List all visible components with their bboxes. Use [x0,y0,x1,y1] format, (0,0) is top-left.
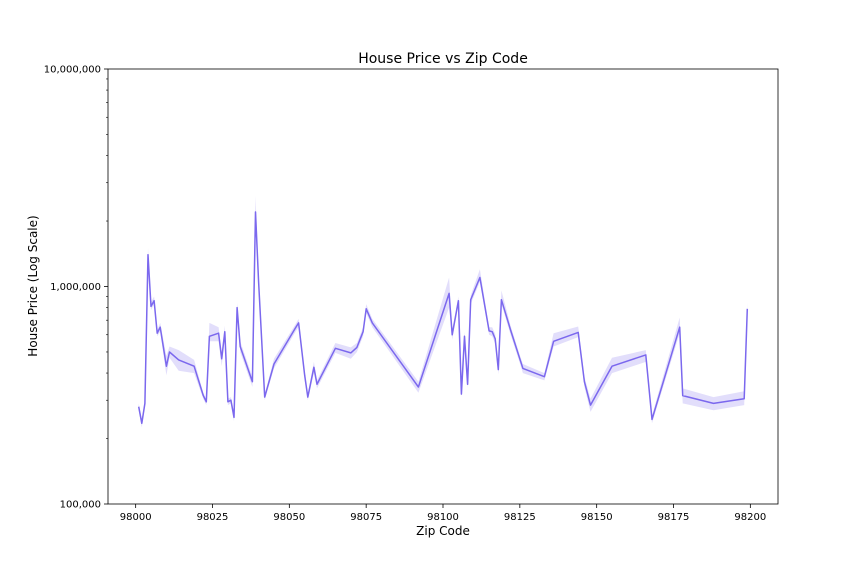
y-tick-label: 10,000,000 [44,65,101,76]
y-tick-label: 1,000,000 [50,282,101,293]
y-axis-title: House Price (Log Scale) [26,215,40,356]
x-tick-label: 98075 [350,512,382,523]
x-axis-title: Zip Code [416,524,470,538]
x-tick-label: 98025 [197,512,229,523]
x-tick-label: 98000 [120,512,152,523]
x-tick-label: 98125 [504,512,536,523]
x-tick-label: 98200 [734,512,766,523]
y-axis: 100,000 1,000,000 10,000,000 [44,65,108,511]
x-tick-label: 98050 [273,512,305,523]
chart-title: House Price vs Zip Code [358,51,528,67]
x-tick-label: 98175 [658,512,690,523]
plot-frame [107,68,779,505]
x-tick-label: 98100 [427,512,459,523]
plot-area [137,196,749,428]
series-line [137,211,749,425]
x-axis: 98000 98025 98050 98075 98100 98125 98150 98175… [120,504,766,523]
y-tick-label: 100,000 [60,500,101,511]
x-tick-label: 98150 [581,512,613,523]
